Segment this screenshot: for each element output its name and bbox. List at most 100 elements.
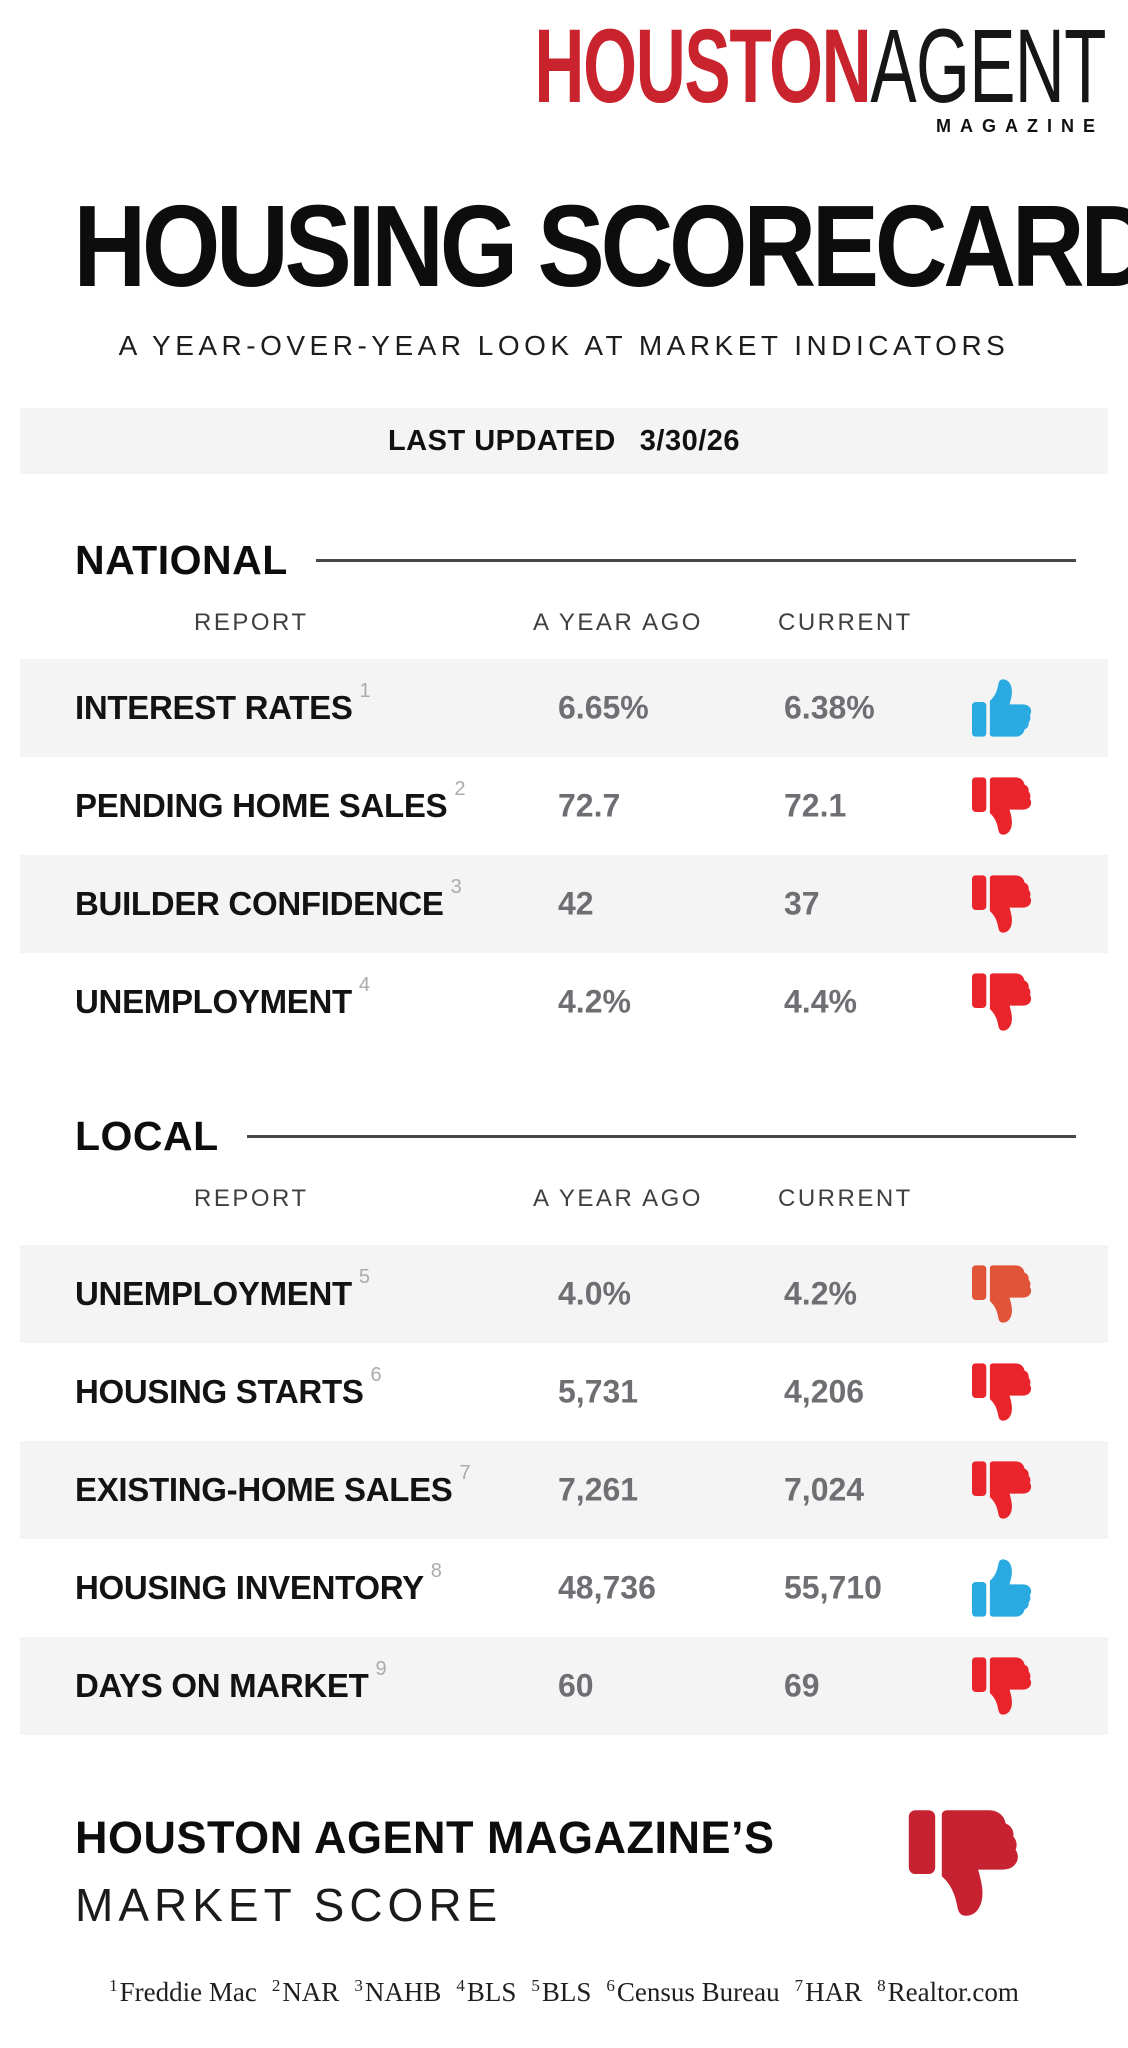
current-value: 37 (784, 885, 820, 922)
section-rows: UNEMPLOYMENT 5 4.0% 4.2% HOUSING STARTS 6 … (20, 1245, 1108, 1735)
current-value: 72.1 (784, 787, 847, 824)
thumbs-down-icon (972, 1459, 1034, 1521)
current-value: 4.4% (784, 983, 857, 1020)
row-label: EXISTING-HOME SALES (75, 1471, 453, 1508)
column-header-current: CURRENT (778, 1185, 913, 1212)
table-row: INTEREST RATES 1 6.65% 6.38% (20, 659, 1108, 757)
column-header-current: CURRENT (778, 609, 913, 636)
thumbs-down-icon (972, 1361, 1034, 1423)
source-name: BLS (466, 1977, 517, 2007)
logo-agent-text: AGENT (870, 8, 1107, 125)
source-item: 7HAR (795, 1976, 863, 2008)
section-title: NATIONAL (75, 536, 288, 583)
source-number: 4 (456, 1976, 465, 1995)
column-headers-row: REPORT A YEAR AGO CURRENT (20, 1185, 1108, 1215)
source-item: 2NAR (272, 1976, 340, 2008)
year-ago-value: 6.65% (558, 689, 649, 726)
column-header-report: REPORT (194, 609, 309, 636)
row-footnote-number: 4 (358, 973, 371, 996)
thumbs-up-icon (972, 677, 1034, 739)
row-label: UNEMPLOYMENT (75, 983, 352, 1020)
source-item: 1Freddie Mac (109, 1976, 257, 2008)
year-ago-value: 42 (558, 885, 594, 922)
source-name: Freddie Mac (119, 1977, 257, 2007)
source-number: 1 (109, 1976, 118, 1995)
table-row: PENDING HOME SALES 2 72.7 72.1 (20, 757, 1108, 855)
source-item: 4BLS (456, 1976, 516, 2008)
table-row: UNEMPLOYMENT 4 4.2% 4.4% (20, 953, 1108, 1051)
source-name: NAR (282, 1977, 340, 2007)
thumbs-down-icon (972, 873, 1034, 935)
last-updated-bar: LAST UPDATED 3/30/26 (20, 408, 1108, 474)
row-footnote-number: 1 (359, 679, 371, 702)
source-item: 8Realtor.com (877, 1976, 1019, 2008)
year-ago-value: 7,261 (558, 1471, 639, 1508)
logo-magazine-text: MAGAZINE (936, 116, 1104, 137)
market-score-title-line1: HOUSTON AGENT MAGAZINE’S (75, 1812, 775, 1863)
row-label-wrap: UNEMPLOYMENT 5 (75, 1266, 370, 1313)
source-name: BLS (541, 1977, 592, 2007)
table-row: HOUSING STARTS 6 5,731 4,206 (20, 1343, 1108, 1441)
row-label: BUILDER CONFIDENCE (75, 885, 444, 922)
sections-root: NATIONAL REPORT A YEAR AGO CURRENT INTER… (0, 535, 1128, 1735)
market-score-block: HOUSTON AGENT MAGAZINE’S MARKET SCORE (75, 1812, 775, 1932)
column-header-year-ago: A YEAR AGO (533, 609, 703, 636)
source-name: Census Bureau (616, 1977, 780, 2007)
row-label-wrap: INTEREST RATES 1 (75, 680, 371, 727)
year-ago-value: 5,731 (558, 1373, 639, 1410)
logo-houston-text: HOUSTON (534, 8, 872, 125)
row-footnote-number: 6 (370, 1363, 382, 1386)
score-section: NATIONAL REPORT A YEAR AGO CURRENT INTER… (0, 535, 1128, 1051)
row-footnote-number: 8 (430, 1559, 442, 1582)
row-label: HOUSING INVENTORY (75, 1569, 424, 1606)
row-label: UNEMPLOYMENT (75, 1275, 352, 1312)
source-item: 5BLS (531, 1976, 591, 2008)
section-rule-line (246, 1134, 1076, 1138)
source-number: 6 (606, 1976, 615, 1995)
source-name: Realtor.com (887, 1977, 1019, 2007)
row-label-wrap: DAYS ON MARKET 9 (75, 1658, 387, 1705)
column-header-year-ago: A YEAR AGO (533, 1185, 703, 1212)
table-row: EXISTING-HOME SALES 7 7,261 7,024 (20, 1441, 1108, 1539)
row-footnote-number: 7 (459, 1461, 471, 1484)
source-name: HAR (805, 1977, 863, 2007)
year-ago-value: 48,736 (558, 1569, 656, 1606)
last-updated-date: 3/30/26 (639, 424, 741, 457)
row-label-wrap: HOUSING STARTS 6 (75, 1364, 382, 1411)
section-header: LOCAL (75, 1111, 1076, 1161)
source-number: 8 (877, 1976, 886, 1995)
page-title: HOUSING SCORECARD (73, 181, 1128, 311)
current-value: 7,024 (784, 1471, 865, 1508)
row-label: HOUSING STARTS (75, 1373, 364, 1410)
source-name: NAHB (364, 1977, 442, 2007)
row-label: INTEREST RATES (75, 689, 353, 726)
market-score-title-line2: MARKET SCORE (75, 1879, 503, 1931)
row-label-wrap: EXISTING-HOME SALES 7 (75, 1462, 471, 1509)
table-row: UNEMPLOYMENT 5 4.0% 4.2% (20, 1245, 1108, 1343)
thumbs-down-icon (972, 971, 1034, 1033)
table-row: HOUSING INVENTORY 8 48,736 55,710 (20, 1539, 1108, 1637)
section-rows: INTEREST RATES 1 6.65% 6.38% PENDING HOME… (20, 659, 1108, 1051)
table-row: BUILDER CONFIDENCE 3 42 37 (20, 855, 1108, 953)
thumbs-down-icon (972, 1263, 1034, 1325)
thumbs-down-icon (972, 775, 1034, 837)
row-label: DAYS ON MARKET (75, 1667, 369, 1704)
row-label: PENDING HOME SALES (75, 787, 448, 824)
year-ago-value: 72.7 (558, 787, 621, 824)
source-number: 5 (531, 1976, 540, 1995)
row-footnote-number: 3 (450, 875, 462, 898)
row-label-wrap: HOUSING INVENTORY 8 (75, 1560, 442, 1607)
source-number: 3 (354, 1976, 363, 1995)
year-ago-value: 60 (558, 1667, 594, 1704)
section-rule-line (315, 558, 1076, 562)
thumbs-up-icon (972, 1557, 1034, 1619)
current-value: 4.2% (784, 1275, 857, 1312)
row-footnote-number: 9 (375, 1657, 387, 1680)
logo-wordmark: HOUSTON AGENT (534, 8, 1107, 125)
row-label-wrap: BUILDER CONFIDENCE 3 (75, 876, 462, 923)
current-value: 4,206 (784, 1373, 865, 1410)
current-value: 69 (784, 1667, 820, 1704)
source-number: 7 (794, 1976, 804, 1995)
row-label-wrap: UNEMPLOYMENT 4 (75, 974, 370, 1021)
